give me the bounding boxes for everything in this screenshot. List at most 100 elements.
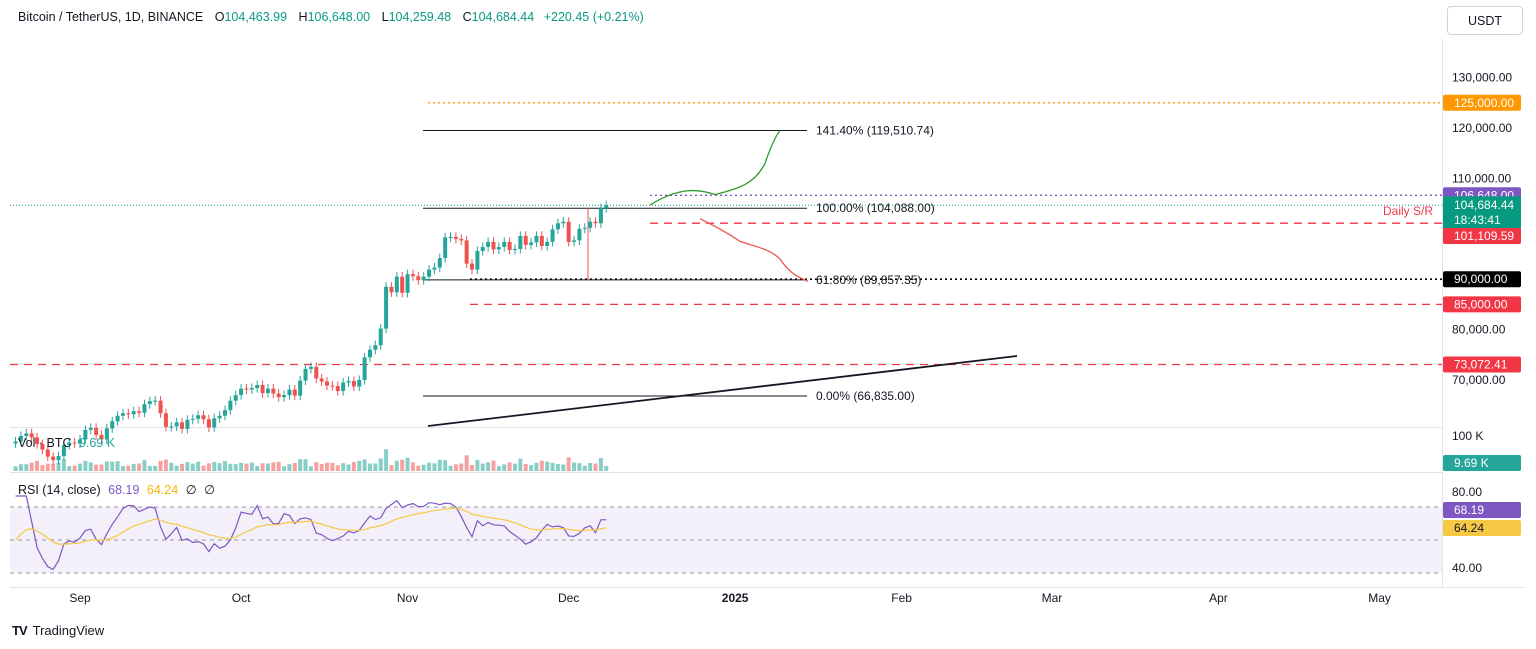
volume-bar <box>67 466 72 471</box>
chart-header: Bitcoin / TetherUS, 1D, BINANCE O104,463… <box>18 10 644 24</box>
candle-body <box>147 401 152 405</box>
volume-bar <box>255 466 260 471</box>
rsi-ma-value: 64.24 <box>146 483 179 497</box>
candle-body <box>421 276 426 281</box>
price-badge-bg <box>1443 520 1521 536</box>
price-badge-text: 125,000.00 <box>1454 96 1514 110</box>
volume-bar <box>512 463 517 471</box>
candle-body <box>518 235 523 249</box>
volume-bar <box>491 460 496 471</box>
candle-body <box>588 221 593 228</box>
volume-bar <box>421 464 426 471</box>
symbol-title[interactable]: Bitcoin / TetherUS, 1D, BINANCE <box>18 10 204 24</box>
volume-axis-label: 100 K <box>1452 429 1483 443</box>
volume-bar <box>443 460 448 471</box>
price-badge-bg <box>1443 271 1521 288</box>
volume-bar <box>561 464 566 471</box>
rsi-ma-badge: 64.24 <box>1443 520 1521 536</box>
time-tick-label: Apr <box>1209 591 1228 605</box>
candle-body <box>249 388 254 390</box>
candle-body <box>373 345 378 350</box>
volume-bar <box>174 465 179 471</box>
candle-body <box>378 328 383 346</box>
volume-bar <box>78 463 82 471</box>
volume-bar <box>405 457 410 471</box>
time-tick-label: Dec <box>558 591 579 605</box>
candle-body <box>276 393 281 398</box>
volume-bar <box>153 465 158 471</box>
candle-body <box>239 388 244 396</box>
candle-body <box>18 435 23 442</box>
volume-bar <box>94 464 99 471</box>
candle-body <box>491 241 496 250</box>
volume-bar <box>169 462 174 471</box>
candle-body <box>427 269 432 277</box>
candle-body <box>330 385 335 387</box>
bullish-projection-path <box>649 130 781 206</box>
candle-body <box>367 349 372 358</box>
candle-body <box>566 221 571 242</box>
footer-brand[interactable]: TV TradingView <box>12 623 104 638</box>
candle-body <box>56 456 61 461</box>
candle-body <box>13 441 18 444</box>
trend-line <box>427 355 1018 427</box>
candle-body <box>120 413 125 416</box>
price-badge-bg <box>1443 196 1521 230</box>
volume-bar <box>529 465 534 471</box>
time-tick-label: Feb <box>891 591 912 605</box>
volume-bar <box>351 462 356 471</box>
volume-bar <box>496 466 501 471</box>
candle-body <box>405 274 410 293</box>
candle-body <box>110 421 115 429</box>
volume-bar <box>72 465 77 471</box>
candle-body <box>233 395 238 401</box>
candle-body <box>72 442 77 444</box>
price-badge-text: 68.19 <box>1454 503 1484 517</box>
candle-body <box>604 205 609 209</box>
volume-bar <box>51 463 56 471</box>
volume-bar <box>545 461 550 471</box>
candle-body <box>523 235 528 245</box>
volume-bar <box>475 459 480 471</box>
price-badge-bg <box>1443 228 1521 244</box>
candle-body <box>593 221 598 224</box>
volume-bar <box>13 466 18 471</box>
volume-bar <box>572 462 577 471</box>
volume-bar <box>83 460 88 471</box>
candle-body <box>206 419 211 428</box>
time-tick-label: May <box>1368 591 1391 605</box>
rsi-axis-label: 80.00 <box>1452 485 1482 499</box>
volume-bar <box>303 459 308 471</box>
candle-body <box>561 221 566 224</box>
volume-bar <box>362 459 367 471</box>
candle-body <box>539 235 544 246</box>
rsi-value: 68.19 <box>108 483 140 497</box>
volume-bar <box>271 462 276 471</box>
volume-bar <box>115 461 120 471</box>
volume-bar <box>104 461 109 471</box>
candle-body <box>475 250 480 270</box>
volume-bar <box>555 464 560 471</box>
volume-bar <box>131 464 136 471</box>
candle-body <box>126 413 131 415</box>
volume-bar <box>357 460 362 471</box>
candle-body <box>180 422 185 429</box>
currency-button[interactable]: USDT <box>1447 6 1523 35</box>
volume-bar <box>239 462 244 471</box>
volume-bar <box>480 463 485 471</box>
fib-level-label: 0.00% (66,835.00) <box>816 389 915 403</box>
volume-bar <box>292 463 297 471</box>
fib-level-label: 100.00% (104,088.00) <box>816 201 935 215</box>
volume-bar <box>373 463 378 471</box>
volume-bar <box>147 466 152 471</box>
candle-body <box>196 415 201 419</box>
volume-bar <box>325 462 330 471</box>
time-tick-label: Nov <box>397 591 418 605</box>
price-badge-text: 9.69 K <box>1454 456 1489 470</box>
candle-body <box>260 385 265 394</box>
candle-body <box>598 208 603 224</box>
candle-body <box>464 240 469 264</box>
candle-body <box>51 456 56 461</box>
